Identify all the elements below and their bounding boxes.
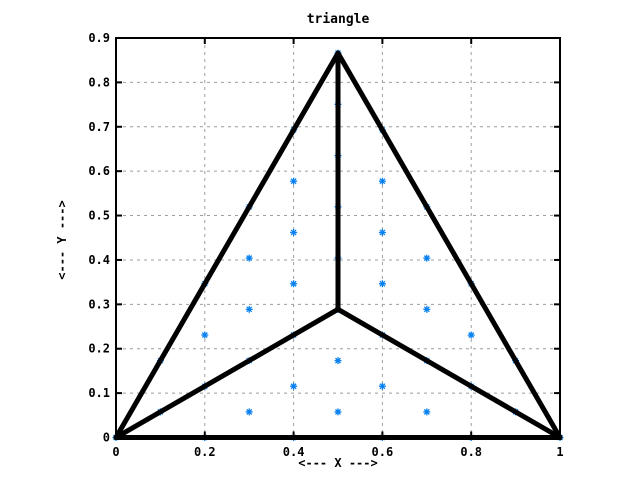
y-tick-label: 0.5: [88, 209, 110, 223]
data-point: [245, 254, 253, 262]
data-point: [378, 177, 386, 185]
y-tick-label: 0.9: [88, 31, 110, 45]
x-tick-label: 0.4: [283, 445, 305, 459]
data-point: [290, 280, 298, 288]
plot-title: triangle: [307, 12, 370, 27]
tick-labels: 0 0.2 0.4 0.6 0.8 1 0 0.1 0.2 0.3 0.4 0.5 0.6 0.7 0.8 0…: [88, 31, 563, 459]
border-rect: [115, 37, 561, 439]
x-tick-label: 0.6: [372, 445, 394, 459]
triangle-segment: [335, 50, 563, 440]
data-point: [334, 357, 342, 365]
data-point: [378, 280, 386, 288]
data-point: [290, 228, 298, 236]
plot-border: [115, 37, 561, 439]
y-tick-label: 0.3: [88, 297, 110, 311]
data-point: [423, 408, 431, 416]
x-tick-label: 0.2: [194, 445, 216, 459]
y-tick-label: 0: [103, 431, 110, 445]
x-tick-label: 0.8: [460, 445, 482, 459]
data-point: [334, 408, 342, 416]
y-tick-label: 0.4: [88, 253, 110, 267]
triangle-lines: [113, 50, 563, 440]
data-point: [245, 305, 253, 313]
data-point: [423, 305, 431, 313]
y-tick-label: 0.1: [88, 386, 110, 400]
data-point: [378, 382, 386, 390]
y-tick-label: 0.8: [88, 75, 110, 89]
x-axis-label: <--- X --->: [298, 456, 377, 470]
y-tick-label: 0.7: [88, 120, 110, 134]
x-tick-label: 0: [112, 445, 119, 459]
triangle-segment: [335, 306, 563, 440]
data-point: [467, 331, 475, 339]
axis-ticks: [115, 37, 561, 439]
y-axis-label: <--- Y --->: [55, 200, 69, 279]
data-point: [290, 382, 298, 390]
x-tick-label: 1: [556, 445, 563, 459]
y-tick-label: 0.6: [88, 164, 110, 178]
data-point: [290, 177, 298, 185]
data-point: [201, 331, 209, 339]
data-point: [378, 228, 386, 236]
triangle-segment: [113, 50, 341, 440]
data-point: [423, 254, 431, 262]
y-tick-label: 0.2: [88, 342, 110, 356]
triangle-segment: [113, 306, 341, 440]
data-point: [245, 408, 253, 416]
